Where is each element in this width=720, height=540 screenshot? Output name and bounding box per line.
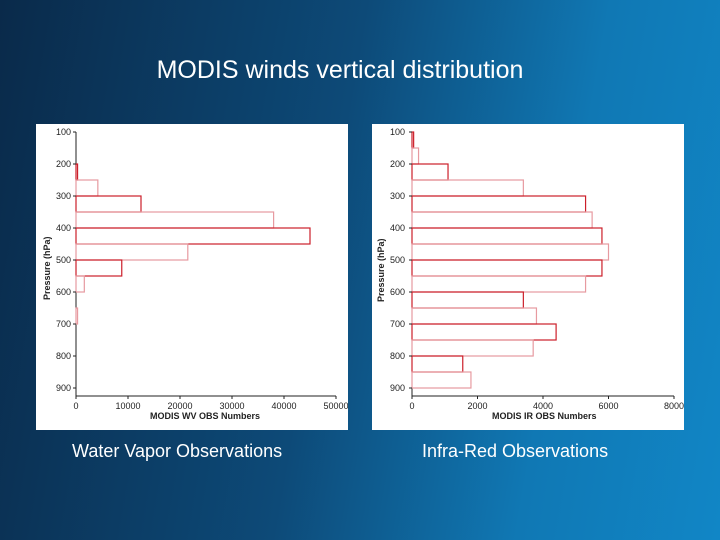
- wv-bar: [75, 195, 142, 213]
- ir-bar: [411, 243, 610, 261]
- wv-x-tick-label: 30000: [219, 401, 244, 411]
- ir-x-tick-label: 4000: [533, 401, 553, 411]
- wv-x-tick-label: 40000: [271, 401, 296, 411]
- ir-x-tick-label: 8000: [664, 401, 684, 411]
- ir-bar: [411, 227, 603, 245]
- ir-y-tick-label: 700: [390, 319, 405, 329]
- ir-bar: [411, 211, 593, 229]
- wv-x-tick-label: 20000: [167, 401, 192, 411]
- wv-bar: [75, 227, 311, 245]
- ir-bar: [411, 275, 587, 293]
- ir-bar: [411, 307, 538, 325]
- ir-bar: [411, 355, 464, 373]
- ir-bar: [411, 163, 449, 181]
- ir-y-tick-label: 400: [390, 223, 405, 233]
- wv-y-tick-label: 800: [56, 351, 71, 361]
- ir-bar: [411, 259, 603, 277]
- ir-y-tick-label: 800: [390, 351, 405, 361]
- wv-bar: [75, 275, 85, 293]
- ir-bar: [411, 291, 524, 309]
- wv-y-tick-label: 900: [56, 383, 71, 393]
- wv-y-tick-label: 600: [56, 287, 71, 297]
- wv-y-tick-label: 100: [56, 127, 71, 137]
- ir-x-tick-label: 2000: [467, 401, 487, 411]
- wv-x-tick-label: 0: [73, 401, 78, 411]
- wv-chart-panel: 100 200 300 400 500 600 700 800 900 0 10000 20000 30…: [36, 124, 348, 430]
- ir-chart-panel: 100 200 300 400 500 600 700 800 900 0 2000 4000 6000…: [372, 124, 684, 430]
- ir-y-tick-label: 900: [390, 383, 405, 393]
- wv-y-axis-label: Pressure (hPa): [42, 236, 52, 300]
- slide-title: MODIS winds vertical distribution: [156, 56, 524, 84]
- wv-bar: [75, 179, 99, 197]
- wv-x-tick-label: 10000: [115, 401, 140, 411]
- wv-bar: [75, 243, 189, 261]
- ir-y-tick-label: 500: [390, 255, 405, 265]
- wv-bar: [75, 259, 123, 277]
- wv-bar: [75, 307, 79, 325]
- ir-y-axis-label: Pressure (hPa): [376, 238, 386, 302]
- ir-y-tick-label: 300: [390, 191, 405, 201]
- ir-bar: [411, 323, 557, 341]
- ir-caption: Infra-Red Observations: [422, 441, 609, 461]
- wv-caption: Water Vapor Observations: [72, 441, 283, 461]
- wv-y-tick-label: 700: [56, 319, 71, 329]
- wv-y-tick-label: 300: [56, 191, 71, 201]
- ir-bar: [411, 195, 587, 213]
- ir-x-axis-label: MODIS IR OBS Numbers: [492, 411, 597, 421]
- ir-bar: [411, 179, 524, 197]
- ir-y-tick-label: 600: [390, 287, 405, 297]
- wv-y-tick-label: 200: [56, 159, 71, 169]
- ir-bar: [411, 339, 534, 357]
- wv-bar: [75, 211, 275, 229]
- wv-bar: [75, 163, 79, 181]
- ir-y-tick-label: 100: [390, 127, 405, 137]
- wv-y-tick-label: 400: [56, 223, 71, 233]
- ir-x-tick-label: 0: [409, 401, 414, 411]
- ir-bar: [411, 147, 420, 165]
- ir-bar: [411, 131, 415, 149]
- ir-histogram-chart: 100 200 300 400 500 600 700 800 900 0 2000 4000 6000…: [390, 127, 684, 411]
- ir-x-tick-label: 6000: [598, 401, 618, 411]
- ir-bar: [411, 371, 472, 389]
- ir-y-tick-label: 200: [390, 159, 405, 169]
- wv-x-tick-label: 50000: [323, 401, 348, 411]
- wv-y-tick-label: 500: [56, 255, 71, 265]
- wv-x-axis-label: MODIS WV OBS Numbers: [150, 411, 261, 421]
